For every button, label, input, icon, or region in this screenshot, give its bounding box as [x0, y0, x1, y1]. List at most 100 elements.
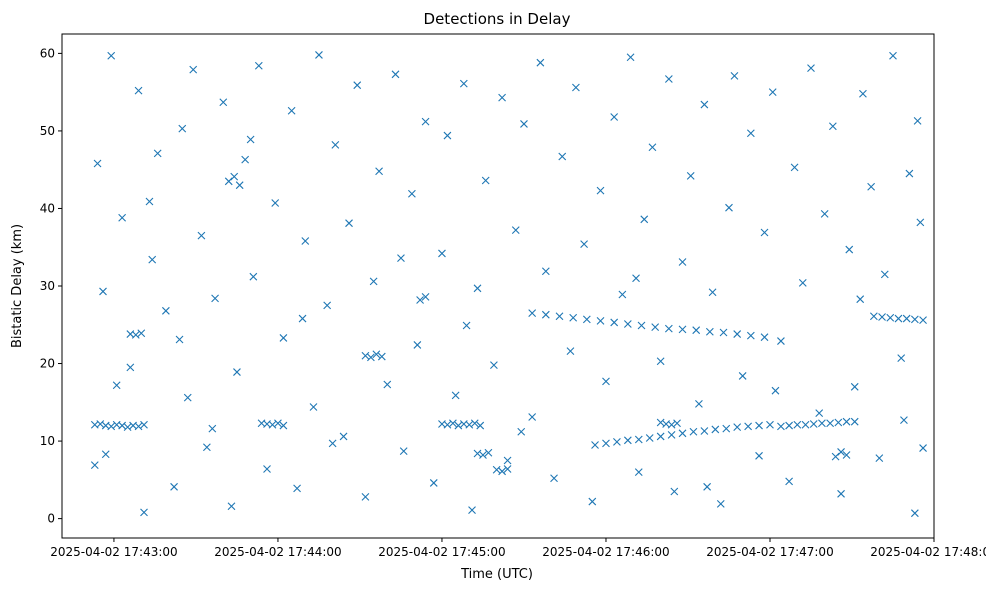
- data-point: [148, 255, 157, 264]
- data-point: [725, 203, 733, 212]
- data-point: [93, 159, 102, 168]
- data-point: [678, 429, 687, 438]
- data-point: [708, 288, 717, 297]
- data-point: [850, 382, 859, 391]
- data-point: [189, 65, 198, 74]
- data-point: [664, 75, 673, 83]
- data-point: [383, 380, 392, 389]
- data-point: [211, 294, 219, 303]
- data-point: [481, 176, 490, 185]
- data-point: [331, 140, 340, 149]
- data-point: [246, 135, 255, 144]
- data-point: [208, 424, 217, 433]
- data-point: [498, 93, 506, 102]
- y-tick-label: 40: [40, 201, 55, 215]
- data-point: [766, 420, 774, 429]
- data-point: [880, 270, 889, 279]
- data-point: [391, 70, 400, 79]
- data-point: [703, 482, 712, 491]
- data-point: [254, 61, 263, 70]
- data-point: [897, 354, 906, 362]
- data-point: [462, 321, 471, 330]
- data-point: [667, 430, 676, 439]
- data-point: [134, 86, 143, 95]
- data-point: [596, 186, 605, 195]
- y-axis-label: Bistatic Delay (km): [10, 224, 25, 348]
- data-point: [637, 321, 646, 330]
- data-point: [498, 467, 506, 476]
- data-point: [738, 372, 747, 380]
- data-point: [626, 53, 635, 62]
- data-point: [623, 436, 632, 445]
- data-point: [746, 129, 755, 138]
- data-point: [541, 267, 550, 276]
- data-point: [700, 427, 709, 435]
- data-point: [90, 461, 99, 470]
- data-point: [153, 149, 162, 158]
- data-point: [818, 419, 826, 428]
- data-point: [375, 167, 383, 176]
- data-point: [875, 454, 884, 463]
- x-tick-label: 2025-04-02 17:43:00: [50, 545, 177, 559]
- data-point: [889, 51, 897, 60]
- data-point: [96, 420, 105, 428]
- data-point: [856, 295, 865, 304]
- data-point: [233, 368, 241, 376]
- x-axis: 2025-04-02 17:43:00 2025-04-02 17:44:00 20…: [50, 538, 986, 559]
- data-point: [170, 482, 178, 491]
- data-point: [705, 327, 714, 336]
- data-point: [345, 219, 353, 228]
- data-point: [648, 143, 657, 152]
- data-point: [429, 479, 438, 487]
- y-tick-label: 20: [40, 357, 55, 371]
- data-point: [837, 489, 845, 498]
- data-point: [618, 290, 627, 299]
- data-point: [372, 350, 381, 359]
- data-point: [219, 98, 228, 107]
- data-point: [820, 210, 829, 218]
- data-point: [459, 79, 468, 88]
- data-point: [902, 314, 911, 323]
- data-point: [399, 447, 408, 456]
- data-point: [746, 331, 755, 340]
- data-point: [293, 484, 301, 493]
- data-point: [107, 422, 116, 431]
- data-point: [137, 329, 146, 338]
- data-point: [126, 363, 135, 372]
- data-point: [175, 335, 184, 344]
- data-point: [588, 497, 597, 506]
- data-point: [801, 420, 810, 429]
- data-point: [686, 172, 695, 180]
- y-tick-label: 30: [40, 279, 55, 293]
- data-point: [916, 218, 925, 227]
- data-point: [301, 237, 310, 245]
- data-point: [613, 437, 621, 446]
- data-point: [377, 352, 386, 361]
- data-point: [492, 465, 501, 474]
- data-point: [623, 320, 632, 328]
- data-point: [479, 451, 487, 459]
- data-point: [490, 361, 498, 369]
- data-point: [197, 231, 206, 240]
- data-point: [651, 323, 660, 331]
- data-point: [831, 452, 840, 461]
- data-point: [438, 249, 446, 258]
- data-point: [894, 314, 903, 323]
- data-point: [536, 58, 545, 67]
- data-point: [919, 316, 927, 325]
- data-point: [107, 51, 116, 60]
- y-axis: 0 10 20 30 40 50 60: [40, 46, 62, 526]
- data-point: [815, 409, 824, 418]
- x-tick-label: 2025-04-02 17:45:00: [378, 545, 505, 559]
- data-point: [517, 427, 526, 436]
- data-point: [790, 163, 799, 172]
- x-tick-label: 2025-04-02 17:44:00: [214, 545, 341, 559]
- data-point: [279, 421, 288, 430]
- data-point: [473, 449, 482, 458]
- data-point: [421, 292, 430, 301]
- data-point: [361, 493, 370, 501]
- data-point: [733, 330, 742, 338]
- y-tick-label: 0: [47, 512, 55, 526]
- data-point: [528, 309, 537, 318]
